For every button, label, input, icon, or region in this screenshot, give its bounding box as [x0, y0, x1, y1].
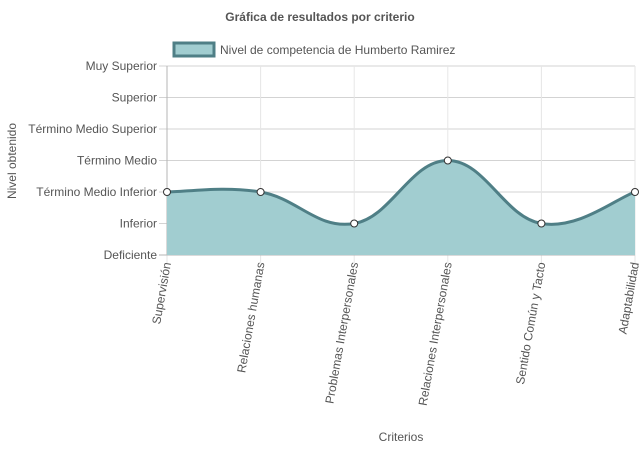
data-point[interactable] [350, 219, 359, 228]
x-tick-label: Sentido Común y Tacto [513, 261, 548, 386]
y-tick-label: Deficiente [104, 248, 158, 262]
x-tick-label: Adaptabilidad [616, 261, 639, 335]
x-tick-label: Relaciones Interpersonales [416, 261, 455, 407]
x-axis-label: Criterios [379, 430, 424, 444]
x-tick-label: Supervisión [149, 261, 174, 325]
x-axis-ticks: Supervisión Relaciones humanas Problemas I… [149, 261, 639, 407]
legend-swatch [172, 41, 216, 58]
y-axis-label: Nivel obtenido [5, 123, 19, 199]
data-point[interactable] [537, 219, 546, 228]
y-tick-label: Muy Superior [86, 59, 157, 73]
data-point[interactable] [443, 156, 452, 165]
y-tick-label: Término Medio [77, 154, 157, 168]
data-point[interactable] [163, 188, 171, 196]
y-tick-label: Término Medio Inferior [36, 185, 157, 199]
series-area-fill [167, 160, 635, 255]
y-tick-label: Término Medio Superior [28, 122, 157, 136]
data-point[interactable] [256, 188, 265, 196]
y-tick-label: Superior [112, 91, 157, 105]
plot-area [163, 156, 639, 255]
chart-title: Gráfica de resultados por criterio [225, 10, 414, 24]
x-tick-label: Relaciones humanas [234, 261, 267, 374]
y-tick-label: Inferior [120, 217, 157, 231]
y-axis-ticks: Deficiente Inferior Término Medio Inferior… [28, 59, 157, 262]
legend[interactable]: Nivel de competencia de Humberto Ramirez [172, 41, 455, 58]
legend-label: Nivel de competencia de Humberto Ramirez [220, 43, 455, 57]
data-point[interactable] [631, 188, 639, 196]
x-tick-label: Problemas Interpersonales [322, 261, 361, 405]
